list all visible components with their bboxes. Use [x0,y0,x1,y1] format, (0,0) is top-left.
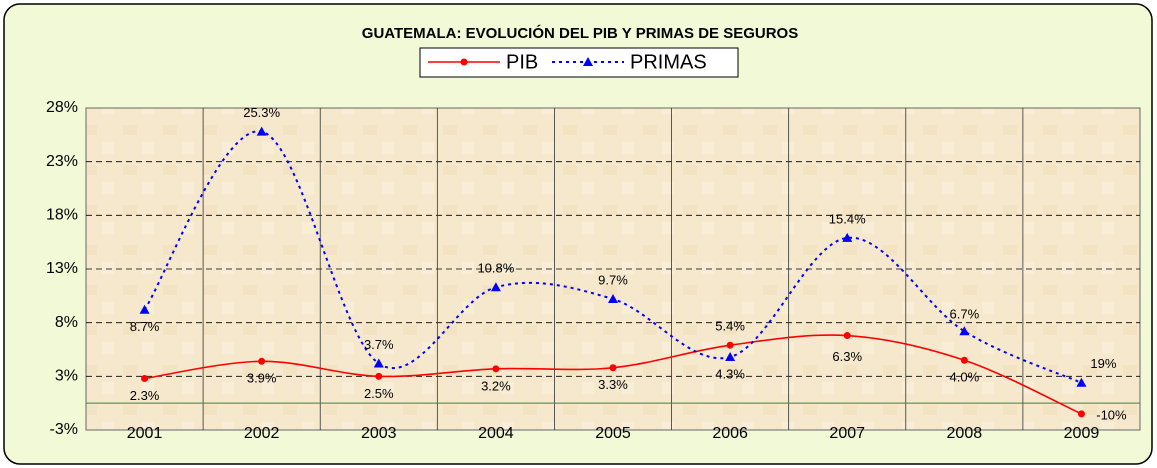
point [141,374,149,382]
x-tick-label: 2008 [947,425,983,442]
value-label: 3.3% [598,377,628,392]
point [139,304,150,314]
x-tick-label: 2009 [1064,425,1100,442]
x-tick-label: 2006 [712,425,748,442]
x-tick-label: 2007 [829,425,865,442]
value-label: 9.7% [598,272,628,287]
y-tick-label: -3% [50,421,78,438]
y-tick-label: 13% [46,260,78,277]
value-label: 15.4% [829,211,866,226]
point [609,364,617,372]
point [959,326,970,336]
x-tick-label: 2005 [595,425,631,442]
value-label: 5.4% [715,319,745,334]
value-label: 3.2% [481,378,511,393]
value-label: 10.8% [477,261,514,276]
value-label: 4.0% [950,370,980,385]
point [256,126,267,136]
value-label: 8.7% [130,319,160,334]
y-tick-label: 8% [55,314,78,331]
point [960,356,968,364]
point [1077,410,1085,418]
value-label: 6.7% [950,307,980,322]
value-label: 2.5% [364,386,394,401]
series-line [143,130,1082,384]
point [726,341,734,349]
x-tick-label: 2004 [478,425,514,442]
value-label: 3.7% [364,337,394,352]
y-tick-label: 18% [46,207,78,224]
value-label: 3.9% [247,371,277,386]
point [1076,377,1087,387]
value-label: 25.3% [243,105,280,120]
x-tick-label: 2003 [361,425,397,442]
value-label: 19% [1090,356,1116,371]
point [842,232,853,242]
value-label: 6.3% [832,349,862,364]
chart-title: GUATEMALA: EVOLUCIÓN DEL PIB Y PRIMAS DE… [362,24,798,42]
point [258,357,266,365]
point [843,332,851,340]
point [608,294,618,304]
x-tick-label: 2001 [127,425,163,442]
point [725,352,736,362]
value-label: -10% [1096,407,1127,422]
value-label: 2.3% [130,388,160,403]
y-tick-label: 28% [46,99,78,116]
legend-marker [460,58,468,66]
legend-marker [583,57,593,66]
legend-label: PRIMAS [630,51,707,73]
legend-label: PIB [506,51,538,73]
point [490,282,501,292]
x-tick-label: 2002 [244,425,280,442]
y-tick-label: 3% [55,368,78,385]
point [375,372,383,380]
point [373,358,384,368]
y-tick-label: 23% [46,153,78,170]
point [492,365,500,373]
value-label: 4.3% [715,366,745,381]
